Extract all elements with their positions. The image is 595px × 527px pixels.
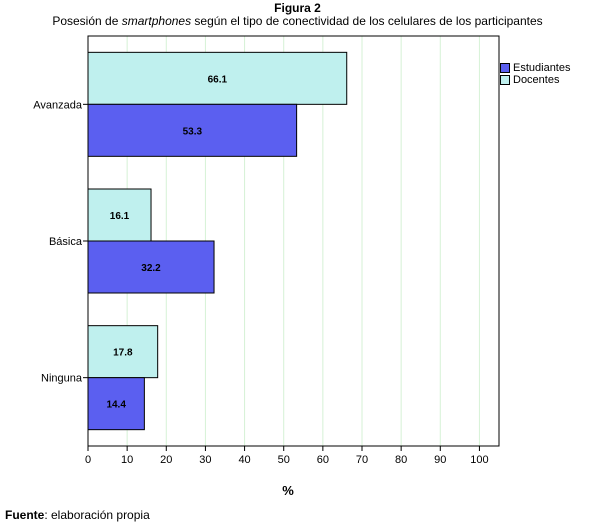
- chart-legend: Estudiantes Docentes: [500, 62, 570, 86]
- data-label-docentes-ninguna: 17.8: [113, 348, 133, 359]
- x-tick-label-100: 100: [470, 454, 488, 466]
- legend-item-docentes: Docentes: [500, 74, 570, 86]
- x-tick-label-90: 90: [434, 454, 446, 466]
- x-axis: 0 10 20 30 40 50 60 70 80 90 100: [85, 446, 489, 466]
- x-tick-label-10: 10: [121, 454, 133, 466]
- x-tick-label-30: 30: [199, 454, 211, 466]
- caption-pre: Posesión de: [52, 14, 122, 28]
- figure-label: Figura 2: [274, 1, 321, 15]
- caption-post: según el tipo de conectividad de los cel…: [191, 14, 543, 28]
- legend-item-estudiantes: Estudiantes: [500, 62, 570, 74]
- bar-docentes-ninguna: [87, 325, 159, 379]
- x-tick-label-40: 40: [238, 454, 250, 466]
- legend-label-estudiantes: Estudiantes: [513, 62, 571, 74]
- data-label-docentes-basica: 16.1: [110, 211, 130, 222]
- bar-estudiantes-basica: [87, 240, 215, 294]
- y-tick-label-0: Avanzada: [33, 99, 83, 111]
- source-note: Fuente: elaboración propia: [5, 508, 150, 522]
- figure-caption: Posesión de smartphones según el tipo de…: [0, 14, 595, 28]
- bar-estudiantes-ninguna: [87, 377, 145, 431]
- legend-label-docentes: Docentes: [513, 74, 560, 86]
- x-tick-label-70: 70: [356, 454, 368, 466]
- x-tick-label-80: 80: [395, 454, 407, 466]
- source-text: : elaboración propia: [44, 508, 150, 522]
- data-label-docentes-avanzada: 66.1: [208, 74, 228, 85]
- data-label-estudiantes-avanzada: 53.3: [183, 126, 203, 137]
- legend-swatch-docentes: [500, 75, 510, 85]
- data-label-estudiantes-basica: 32.2: [141, 263, 161, 274]
- x-tick-label-0: 0: [85, 454, 91, 466]
- caption-emphasis: smartphones: [121, 14, 192, 28]
- legend-swatch-estudiantes: [500, 63, 510, 73]
- data-label-estudiantes-ninguna: 14.4: [106, 400, 126, 411]
- x-tick-label-60: 60: [317, 454, 329, 466]
- y-tick-label-1: Básica: [49, 236, 83, 248]
- bar-docentes-avanzada: [87, 51, 348, 105]
- bars: 66.1 53.3 16.1 32.2 17.8 14.4: [87, 51, 348, 431]
- source-label: Fuente: [5, 508, 45, 522]
- x-tick-label-50: 50: [278, 454, 290, 466]
- y-axis: Avanzada Básica Ninguna: [33, 99, 88, 385]
- x-tick-label-20: 20: [160, 454, 172, 466]
- x-axis-label: %: [282, 483, 294, 498]
- y-tick-label-2: Ninguna: [41, 373, 83, 385]
